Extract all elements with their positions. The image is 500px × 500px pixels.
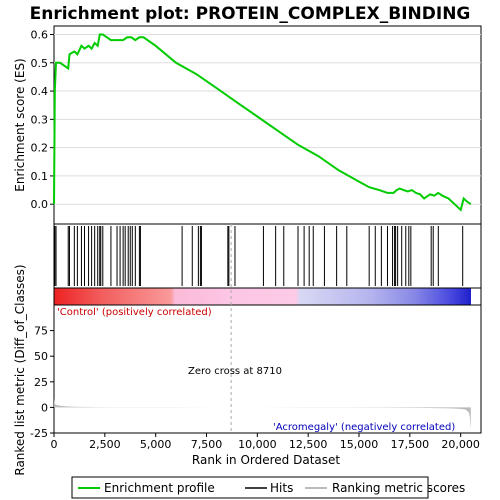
x-tick-label: 15,000 bbox=[340, 438, 379, 451]
es-y-tick-label: 0.0 bbox=[31, 198, 49, 211]
es-y-tick-label: 0.4 bbox=[31, 85, 49, 98]
metric-y-tick-label: 75 bbox=[34, 325, 48, 338]
metric-y-axis-label: Ranked list metric (Diff_of_Classes) bbox=[13, 264, 27, 475]
metric-y-tick-label: -25 bbox=[30, 427, 48, 440]
negative-class-label: 'Acromegaly' (negatively correlated) bbox=[273, 422, 455, 433]
x-tick-label: 0 bbox=[51, 438, 58, 451]
metric-y-axis: -25 0 25 50 75 bbox=[30, 325, 54, 440]
es-y-tick-label: 0.6 bbox=[31, 28, 49, 41]
metric-x-axis: 0 2,500 5,000 7,500 10,000 12,500 15,000 17,500… bbox=[51, 433, 480, 451]
x-tick-label: 5,000 bbox=[140, 438, 172, 451]
hits-panel bbox=[53, 223, 482, 289]
hits-lines bbox=[54, 226, 464, 286]
x-tick-label: 7,500 bbox=[191, 438, 223, 451]
legend-metric-label: Ranking metric scores bbox=[332, 481, 465, 495]
es-y-tick-label: 0.5 bbox=[31, 57, 49, 70]
metric-y-tick-label: 25 bbox=[34, 376, 48, 389]
enrichment-score-panel: 0.0 0.1 0.2 0.3 0.4 0.5 0.6 Enrichment score (… bbox=[13, 25, 482, 225]
x-axis-label: Rank in Ordered Dataset bbox=[192, 453, 340, 467]
positive-class-label: 'Control' (positively correlated) bbox=[57, 307, 212, 318]
es-y-tick-label: 0.1 bbox=[31, 170, 49, 183]
metric-panel-frame bbox=[53, 304, 482, 434]
x-tick-label: 10,000 bbox=[238, 438, 277, 451]
x-tick-label: 2,500 bbox=[89, 438, 121, 451]
legend: Enrichment profile Hits Ranking metric s… bbox=[71, 476, 465, 499]
zero-cross-label: Zero cross at 8710 bbox=[188, 366, 282, 377]
colorbar-gradient bbox=[54, 288, 471, 305]
legend-profile-label: Enrichment profile bbox=[104, 481, 215, 495]
x-tick-label: 12,500 bbox=[289, 438, 328, 451]
x-tick-label: 17,500 bbox=[391, 438, 430, 451]
enrichment-profile-line bbox=[53, 33, 472, 212]
es-y-tick-label: 0.2 bbox=[31, 142, 49, 155]
es-y-tick-label: 0.3 bbox=[31, 113, 49, 126]
es-grid bbox=[54, 33, 481, 205]
chart-title: Enrichment plot: PROTEIN_COMPLEX_BINDING bbox=[30, 4, 471, 24]
rank-colorbar bbox=[53, 287, 482, 306]
metric-y-tick-label: 50 bbox=[34, 350, 48, 363]
metric-y-tick-label: 0 bbox=[41, 401, 48, 414]
legend-hits-label: Hits bbox=[270, 481, 293, 495]
es-y-axis: 0.0 0.1 0.2 0.3 0.4 0.5 0.6 bbox=[31, 28, 54, 211]
x-tick-label: 20,000 bbox=[441, 438, 480, 451]
es-y-axis-label: Enrichment score (ES) bbox=[13, 58, 27, 191]
hits-panel-frame bbox=[53, 223, 482, 289]
